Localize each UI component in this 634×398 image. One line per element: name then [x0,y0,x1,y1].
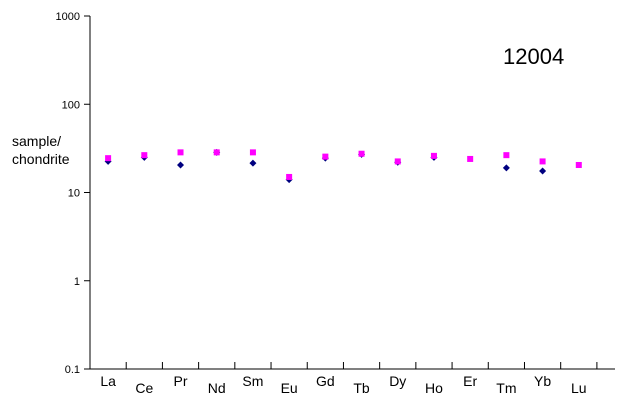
y-axis-label-line-1: sample/ [12,133,61,149]
data-point-square [286,173,293,180]
data-point-square [503,152,510,159]
data-point-square [322,153,329,160]
x-tick-label: La [100,373,116,389]
data-point-diamond [177,161,185,169]
x-tick-label: Tb [353,380,370,396]
x-tick-label: Nd [208,380,226,396]
data-point-square [394,158,401,165]
y-tick-label: 0.1 [65,364,80,376]
data-points [104,148,582,184]
x-tick-label: Sm [242,373,263,389]
x-tick-label: Dy [389,373,406,389]
data-point-square [539,158,546,165]
data-point-square [575,161,582,168]
x-tick-label: Eu [281,380,298,396]
data-point-square [141,152,148,159]
y-axis-ticks: 0.1 1 10 100 1000 [56,11,90,376]
data-point-diamond [249,159,257,167]
y-tick-label: 1 [74,276,80,288]
data-point-square [105,155,112,162]
x-tick-label: Ho [425,380,443,396]
x-tick-label: Pr [174,373,188,389]
data-point-square [358,150,365,157]
y-tick-label: 1000 [56,11,80,23]
x-tick-label: Yb [534,373,551,389]
x-tick-label: Ce [135,380,153,396]
y-tick-label: 100 [62,99,80,111]
data-point-square [430,152,437,159]
y-axis-label-line-2: chondrite [12,151,70,167]
data-point-square [177,149,184,156]
chart-annotation: 12004 [503,44,564,69]
x-tick-label: Tm [496,380,516,396]
data-point-square [213,149,220,156]
x-axis-ticks: La Ce Pr Nd Sm Eu Gd Tb Dy Ho Er Tm Yb Lu [100,362,598,396]
data-point-square [249,149,256,156]
x-tick-label: Lu [571,380,587,396]
x-tick-label: Er [463,373,477,389]
y-tick-label: 10 [68,188,80,200]
data-point-diamond [502,164,510,172]
data-point-diamond [539,167,547,175]
x-tick-label: Gd [316,373,335,389]
data-point-square [467,155,474,162]
